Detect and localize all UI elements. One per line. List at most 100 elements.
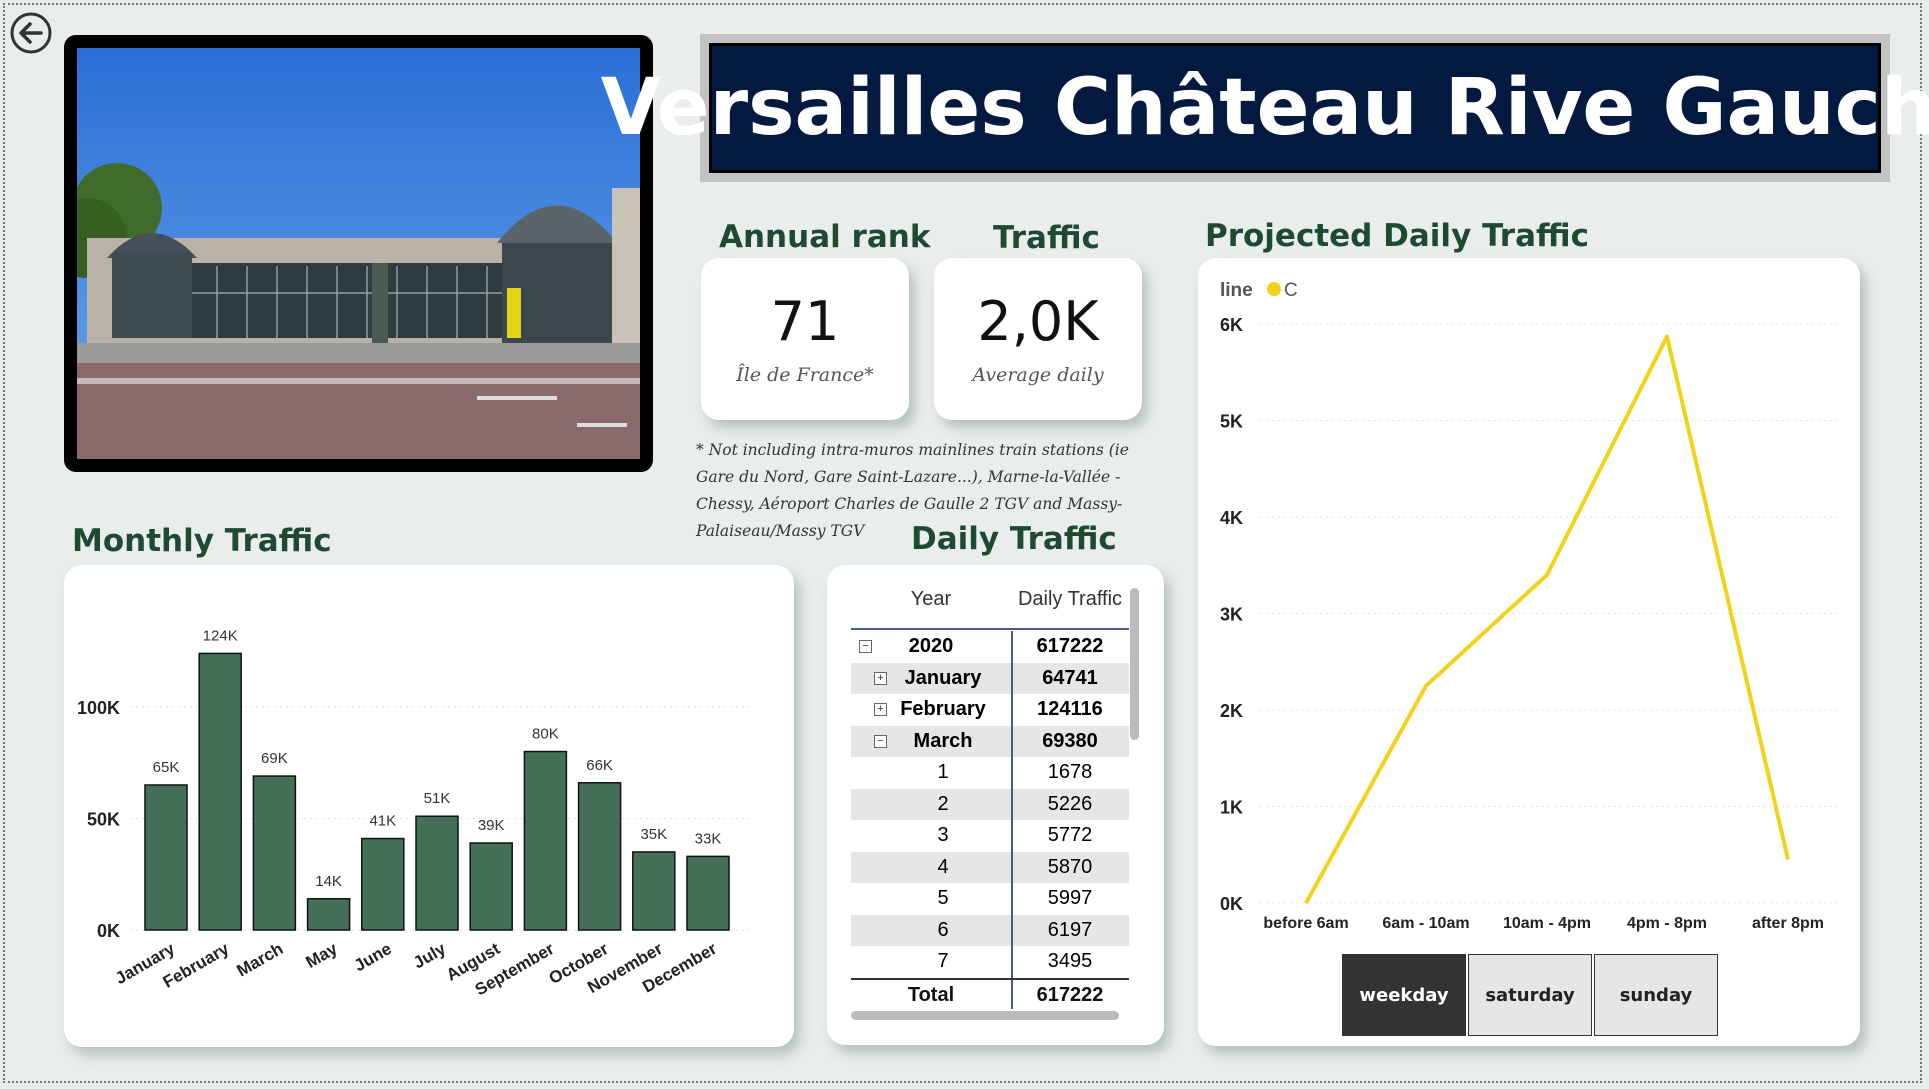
row-value: 617222 [1036, 635, 1104, 657]
footnote: * Not including intra-muros mainlines tr… [696, 441, 1129, 540]
row-label: March [913, 729, 973, 752]
row-value: 5870 [1047, 855, 1093, 878]
bar-february[interactable] [198, 652, 242, 931]
sunday-button[interactable]: sunday [1594, 954, 1718, 1036]
table-row[interactable]: − 2020 617222 [851, 631, 1129, 663]
legend-series-name: C [1284, 280, 1298, 301]
data-label: 66K [586, 757, 613, 774]
row-label: 6 [937, 918, 949, 941]
row-label: 2020 [908, 635, 954, 657]
collapse-minus-icon[interactable]: − [874, 734, 887, 748]
monthly-bar-chart: 0K 50K 100K 65K 124K 69K 14K 41K 51K 39K 80K 66K 35… [77, 627, 750, 999]
expand-plus-icon[interactable]: + [874, 703, 887, 716]
traffic-subtitle: Average daily [972, 364, 1104, 386]
column-header-daily-traffic[interactable]: Daily Traffic [1017, 588, 1123, 610]
row-label: 7 [937, 950, 949, 972]
column-divider [1011, 631, 1013, 1009]
vertical-scrollbar[interactable] [1130, 588, 1139, 740]
table-row[interactable]: − March 69380 [851, 725, 1129, 757]
row-value: 64741 [1042, 666, 1098, 689]
bar-september[interactable] [523, 750, 568, 931]
row-label: 4 [937, 855, 949, 878]
station-photo [64, 35, 653, 472]
projected-card [1198, 258, 1860, 1046]
legend-marker [1267, 282, 1281, 296]
data-label: 124K [203, 627, 238, 644]
projected-heading: Projected Daily Traffic [1205, 218, 1589, 254]
total-label: Total [907, 984, 955, 1006]
horizontal-scrollbar[interactable] [851, 1011, 1119, 1020]
collapse-minus-icon[interactable]: − [859, 640, 872, 653]
annual-rank-subtitle: Île de France* [736, 364, 874, 386]
daily-traffic-table: − 2020 617222 + January 64741 + February 124116 −… [851, 631, 1129, 978]
column-header-year[interactable]: Year [910, 588, 952, 610]
x-tick-label: 4pm - 8pm [1627, 915, 1707, 932]
annual-rank-heading: Annual rank [719, 219, 931, 255]
row-value: 5226 [1047, 792, 1093, 815]
x-tick-label: March [234, 939, 287, 980]
x-tick-label: after 8pm [1752, 915, 1824, 932]
expand-plus-icon[interactable]: + [874, 671, 887, 685]
table-row: 4 5870 [851, 851, 1129, 883]
data-label: 35K [640, 826, 667, 843]
y-tick-label: 5K [1220, 412, 1243, 432]
row-label: 1 [937, 761, 949, 783]
projected-line-chart: line C 0K 1K 2K 3K 4K 5K 6K before 6am 6am - 10… [1220, 280, 1838, 932]
x-tick-label: 10am - 4pm [1503, 915, 1591, 932]
bar-january[interactable] [144, 784, 188, 931]
page-title: Versailles Château Rive Gauche [601, 43, 1929, 173]
data-label: 69K [261, 750, 288, 767]
x-tick-label: June [351, 939, 395, 975]
station-photo-image [77, 48, 640, 459]
row-label: January [904, 666, 982, 689]
row-value: 69380 [1042, 729, 1098, 752]
traffic-heading: Traffic [993, 220, 1100, 256]
y-tick-label: 1K [1220, 798, 1243, 818]
row-label: February [900, 698, 986, 720]
bar-june[interactable] [361, 837, 405, 931]
annual-rank-value: 71 [770, 290, 840, 353]
bar-august[interactable] [469, 842, 513, 931]
saturday-button[interactable]: saturday [1468, 954, 1592, 1036]
row-value: 6197 [1047, 918, 1093, 941]
weekday-button[interactable]: weekday [1342, 954, 1466, 1036]
x-tick-label: before 6am [1263, 915, 1348, 932]
series-line-c [1304, 334, 1790, 904]
y-tick-label: 0K [1220, 894, 1243, 914]
data-label: 51K [424, 790, 451, 807]
data-label: 33K [695, 830, 722, 847]
bar-november[interactable] [632, 851, 676, 931]
table-row[interactable]: + February 124116 [851, 694, 1129, 726]
table-row: 5 5997 [851, 883, 1129, 915]
total-divider [851, 978, 1129, 980]
bar-may[interactable] [306, 898, 351, 931]
daily-heading: Daily Traffic [911, 521, 1117, 557]
back-arrow-icon[interactable] [10, 12, 52, 54]
bar-october[interactable] [577, 782, 622, 931]
bar-march[interactable] [252, 775, 297, 931]
table-row[interactable]: + January 64741 [851, 662, 1129, 694]
report-frame [3, 3, 1922, 1083]
header-divider [851, 628, 1129, 630]
annual-rank-card: 71 Île de France* [701, 258, 909, 420]
table-row: 1 1678 [851, 757, 1129, 789]
x-tick-label: May [302, 939, 341, 972]
table-row: 3 5772 [851, 820, 1129, 852]
row-value: 5997 [1047, 887, 1093, 909]
table-row: 7 3495 [851, 946, 1129, 978]
y-tick-label: 50K [87, 809, 120, 829]
table-header: Year Daily Traffic [851, 588, 1129, 618]
title-banner: Versailles Château Rive Gauche [601, 34, 1929, 182]
row-label: 5 [937, 887, 949, 909]
traffic-value: 2,0K [977, 290, 1099, 353]
row-label: 2 [937, 792, 949, 815]
row-label: 3 [937, 824, 949, 846]
bar-july[interactable] [415, 815, 459, 931]
x-tick-label: 6am - 10am [1382, 915, 1469, 932]
bar-december[interactable] [686, 855, 730, 931]
legend-title: line [1220, 280, 1253, 301]
data-label: 80K [532, 726, 559, 743]
data-label: 39K [478, 817, 505, 834]
table-row: 6 6197 [851, 914, 1129, 946]
y-tick-label: 100K [77, 698, 120, 718]
